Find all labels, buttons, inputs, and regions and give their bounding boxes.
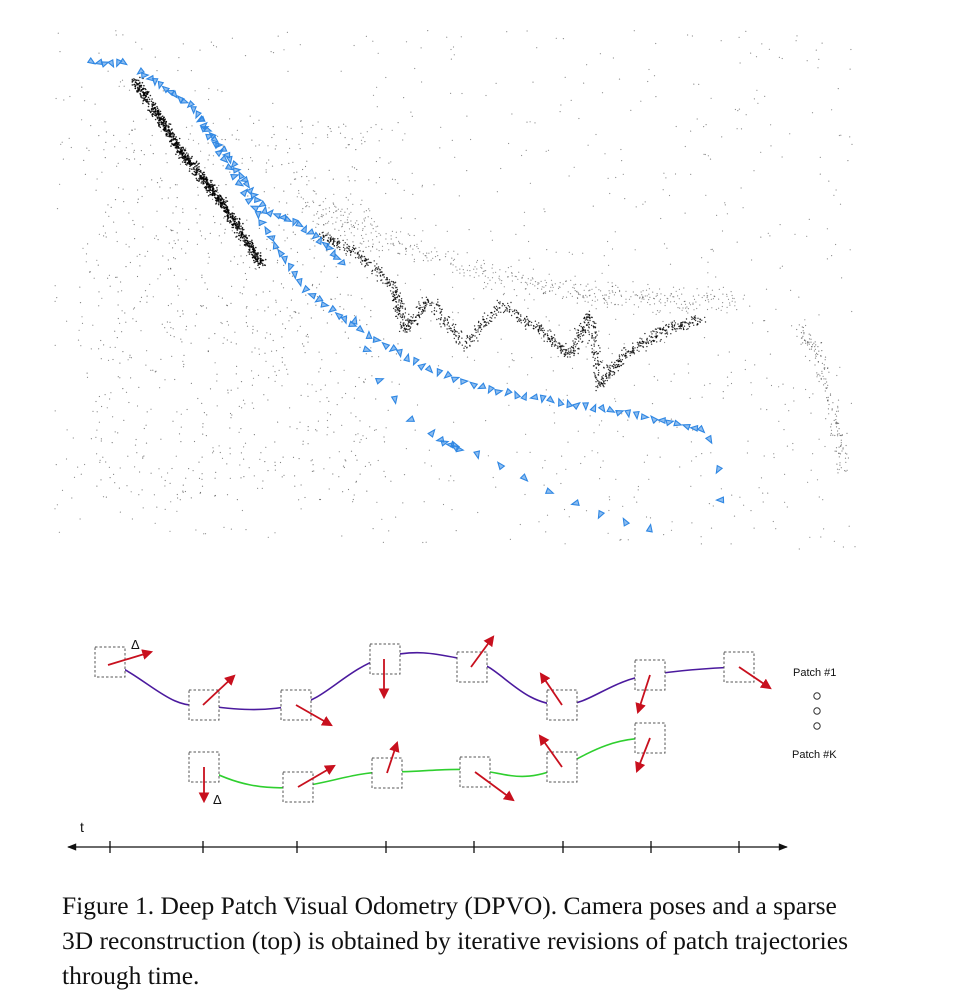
- patch-last-label: Patch #K: [792, 749, 837, 761]
- update-arrows: [107, 635, 772, 804]
- update-arrow: [386, 740, 400, 774]
- update-arrow: [107, 649, 154, 666]
- figure-caption: Figure 1. Deep Patch Visual Odometry (DP…: [62, 891, 849, 990]
- patch-first-label: Patch #1: [793, 667, 836, 679]
- update-arrow: [202, 674, 236, 706]
- update-arrow: [297, 764, 336, 788]
- patch-trajectory-diagram: Δ Δ Patch #1 Patch #K t: [67, 635, 837, 853]
- delta-label-top: Δ: [131, 637, 140, 652]
- point-cloud: [54, 30, 856, 550]
- update-arrow: [538, 734, 563, 768]
- update-arrow: [635, 674, 651, 715]
- patch-box: [369, 643, 401, 675]
- patch-boxes: [94, 643, 755, 803]
- update-arrow: [738, 666, 772, 690]
- update-arrow: [470, 635, 495, 668]
- reconstruction-plot: [54, 30, 856, 550]
- dpvo-figure: Δ Δ Patch #1 Patch #K t: [54, 30, 856, 853]
- time-axis-label: t: [80, 819, 84, 835]
- update-arrow: [295, 704, 333, 727]
- time-axis: [67, 841, 788, 853]
- update-arrow: [474, 771, 515, 802]
- ellipsis-dots: [813, 692, 821, 730]
- trajectory-patch-k: [202, 737, 651, 789]
- update-arrow: [635, 737, 651, 774]
- delta-label-bottom: Δ: [213, 792, 222, 807]
- camera-poses: [86, 56, 725, 533]
- update-arrow: [539, 672, 563, 706]
- patch-box: [546, 751, 578, 783]
